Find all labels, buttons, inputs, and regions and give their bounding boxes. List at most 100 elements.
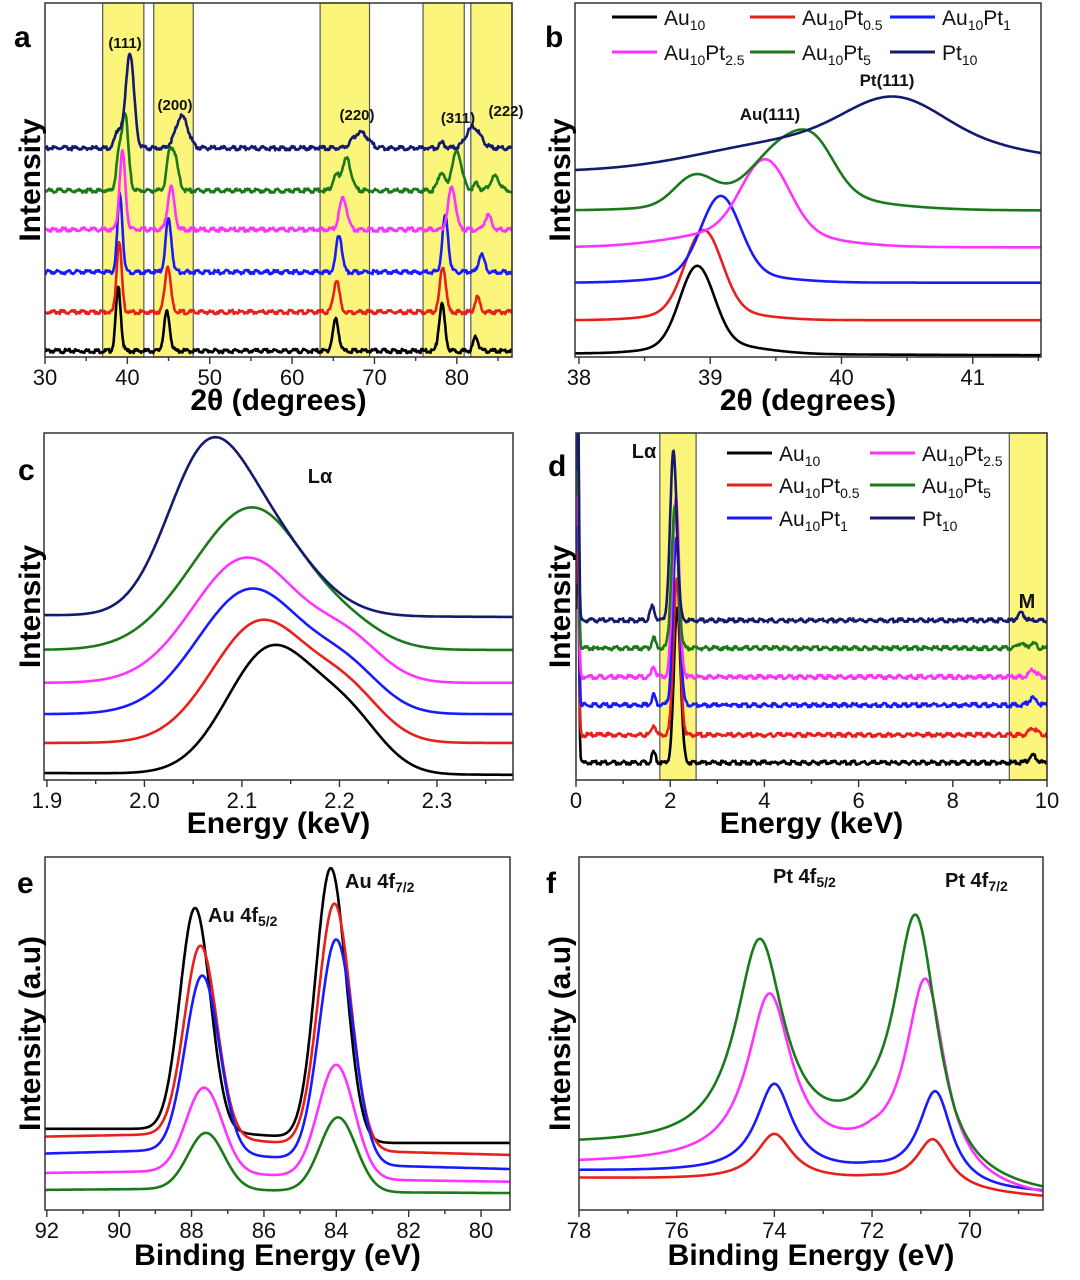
x-tick-label: 76 (664, 1218, 688, 1243)
legend-element: Pt (922, 508, 942, 531)
series-line-Au10Pt5 (45, 1116, 510, 1195)
series-line-Pt10 (45, 52, 512, 152)
series-group (45, 866, 510, 1195)
series-line-Au10Pt0.5 (575, 228, 1041, 322)
series-line-Au10 (45, 866, 510, 1145)
annotation-text: Pt 4f (773, 866, 817, 888)
plot-frame (43, 432, 514, 781)
series-line-Au10 (576, 450, 1047, 766)
x-tick-label: 2 (664, 788, 676, 813)
legend-subscript: 0.5 (863, 17, 883, 33)
legend-element: Pt (963, 443, 983, 466)
x-tick-label: 70 (957, 1218, 981, 1243)
legend-subscript: 10 (690, 17, 706, 33)
annotation-text: (222) (488, 103, 523, 120)
series-line-Au10Pt2.5 (576, 433, 1047, 681)
series-line-Au10Pt2.5 (45, 1063, 510, 1184)
series-line-Au10Pt0.5 (45, 240, 512, 316)
legend-subscript: 10 (942, 518, 958, 534)
legend-subscript: 1 (1003, 17, 1011, 33)
x-tick-label: 10 (1035, 788, 1059, 813)
annotation-text: (311) (441, 110, 475, 127)
legend-element: Pt (843, 7, 863, 30)
legend-subscript: 10 (968, 17, 984, 33)
series-group (575, 95, 1041, 357)
x-tick-label: 78 (567, 1218, 591, 1243)
legend-element: Au (664, 7, 690, 30)
peak-annotation: (200) (157, 97, 192, 114)
x-tick-label: 6 (852, 788, 864, 813)
x-axis-label: 2θ (degrees) (190, 384, 366, 417)
legend-subscript: 10 (962, 52, 978, 68)
series-line-Au10Pt1 (576, 433, 1047, 709)
x-tick-label: 1.9 (32, 788, 63, 813)
legend-subscript: 0.5 (840, 485, 860, 501)
series-group (44, 435, 513, 777)
legend-subscript: 10 (805, 485, 821, 501)
x-axis-label: Binding Energy (eV) (668, 1239, 955, 1272)
peak-annotation: Pt(111) (860, 71, 915, 90)
annotation-text: Lα (632, 441, 657, 463)
annotation-text: Lα (308, 466, 333, 488)
series-line-Au10Pt5 (576, 433, 1047, 652)
legend-element: Au (922, 475, 948, 498)
legend-subscript: 10 (948, 485, 964, 501)
legend-item: Pt10 (870, 508, 958, 534)
peak-annotation: (222) (488, 103, 523, 120)
series-line-Au10Pt5 (575, 128, 1041, 212)
x-tick-label: 2.2 (324, 788, 355, 813)
legend-subscript: 5 (863, 52, 871, 68)
x-tick-label: 2.1 (227, 788, 258, 813)
legend-label: Au10Pt1 (779, 508, 848, 534)
legend-label: Au10Pt5 (802, 42, 871, 68)
legend-subscript: 2.5 (725, 52, 745, 68)
legend-subscript: 10 (948, 453, 964, 469)
series-line-Pt10 (576, 433, 1047, 624)
legend-element: Au (942, 7, 968, 30)
panel-letter: a (14, 21, 31, 54)
x-tick-label: 80 (469, 1218, 493, 1243)
legend-subscript: 10 (805, 518, 821, 534)
peak-annotation: (220) (339, 107, 374, 124)
x-tick-label: 88 (179, 1218, 203, 1243)
annotation-subscript: 7/2 (395, 879, 415, 895)
series-line-Pt10 (44, 435, 513, 619)
legend-element: Au (779, 475, 805, 498)
y-axis-label: Intensity (14, 118, 47, 242)
plot-frame (574, 2, 1042, 358)
annotation-text: M (1019, 591, 1036, 613)
legend-item: Au10Pt1 (890, 7, 1011, 33)
annotation-text: Pt 4f (945, 870, 989, 892)
series-line-Au10Pt1 (44, 587, 513, 716)
legend-label: Au10Pt2.5 (664, 42, 745, 68)
annotation-text: Au 4f (208, 905, 258, 927)
panel-b: 38 39 40 41 2θ (degrees) Intensity b Au(111) Pt(… (544, 2, 1042, 417)
series-line-Au10Pt2.5 (45, 148, 512, 233)
series-line-Au10Pt2.5 (579, 977, 1043, 1193)
x-tick-label: 90 (107, 1218, 131, 1243)
legend-label: Au10Pt1 (942, 7, 1011, 33)
x-tick-label: 2.3 (422, 788, 453, 813)
x-tick-label: 39 (698, 365, 722, 390)
annotation-text: (111) (108, 35, 141, 52)
legend-item: Au10Pt5 (870, 475, 991, 501)
legend-subscript: 10 (828, 52, 844, 68)
y-axis-label: Intensity (14, 545, 47, 669)
x-tick-label: 92 (35, 1218, 59, 1243)
legend-element: Au (802, 7, 828, 30)
x-tick-label: 70 (362, 365, 386, 390)
series-line-Au10 (44, 643, 513, 777)
x-tick-label: 82 (396, 1218, 420, 1243)
series-line-Au10Pt2.5 (575, 157, 1041, 249)
annotation-text: Au(111) (740, 105, 800, 124)
x-tick-label: 8 (947, 788, 959, 813)
y-axis-label: Intensity (a.u) (544, 936, 577, 1131)
series-line-Au10Pt1 (575, 194, 1041, 284)
x-axis-label: Energy (keV) (187, 807, 370, 840)
annotation-subscript: 5/2 (258, 913, 278, 929)
legend-element: Au (664, 42, 690, 65)
x-tick-label: 60 (280, 365, 304, 390)
